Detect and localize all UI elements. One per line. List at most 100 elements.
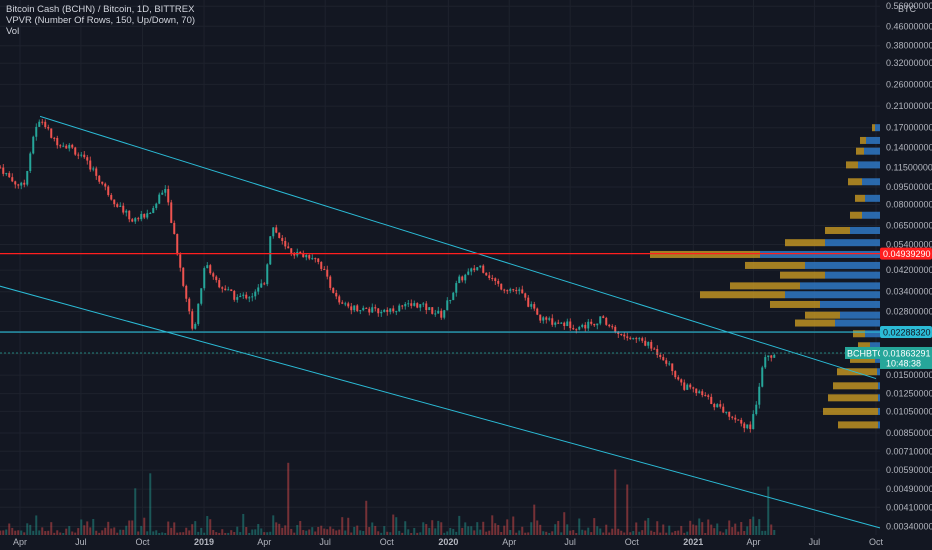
volume-bar: [212, 530, 215, 535]
candle-body: [770, 355, 773, 358]
volume-bar: [47, 530, 50, 535]
volume-bar: [416, 532, 419, 535]
volume-bar: [599, 528, 602, 535]
time-axis[interactable]: Apr Jul Oct 2019 Apr Jul Oct 2020 Apr Jul Oct 2021 A…: [13, 537, 884, 547]
price-badges: 0.04939290 0.02288320 BCHBTC0.0186329110:4…: [845, 247, 932, 369]
volume-bar: [179, 532, 182, 535]
vp-down-bar: [745, 261, 805, 269]
volume-bar: [464, 522, 467, 535]
candle-body: [77, 154, 80, 156]
candle-body: [656, 348, 659, 355]
candle-body: [323, 268, 326, 270]
indicator-vpvr[interactable]: VPVR (Number Of Rows, 150, Up/Down, 70): [6, 15, 196, 26]
volume-bar: [44, 531, 47, 535]
volume-bar: [674, 530, 677, 535]
volume-bar: [452, 528, 455, 535]
candle-body: [158, 194, 161, 204]
x-tick-label: 2021: [683, 537, 703, 547]
indicator-volume[interactable]: Vol: [6, 26, 20, 37]
volume-bar: [239, 532, 242, 535]
candle-body: [167, 189, 170, 203]
candle-body: [194, 323, 197, 329]
candle-body: [224, 288, 227, 291]
candle-body: [362, 307, 365, 311]
volume-bar: [68, 526, 71, 535]
volume-bar: [257, 524, 260, 535]
vp-up-bar: [865, 330, 880, 338]
vp-down-bar: [850, 355, 875, 363]
volume-bar: [476, 522, 479, 535]
volume-bar: [389, 532, 392, 535]
candle-body: [155, 203, 158, 209]
vp-down-bar: [833, 382, 878, 390]
vp-up-bar: [865, 194, 880, 202]
candle-body: [476, 267, 479, 271]
candle-body: [584, 324, 587, 329]
candle-body: [617, 331, 620, 334]
vp-down-bar: [770, 300, 820, 308]
volume-bar: [488, 530, 491, 535]
candle-body: [536, 308, 539, 315]
vp-up-bar: [875, 124, 880, 132]
volume-bar: [17, 530, 20, 535]
volume-bar: [74, 532, 77, 535]
volume-bar: [515, 532, 518, 535]
volume-bar: [521, 526, 524, 535]
volume-bar: [0, 530, 2, 535]
volume-bar: [662, 524, 665, 535]
vp-up-bar: [760, 250, 880, 258]
candle-body: [242, 294, 245, 296]
volume-bar: [191, 524, 194, 535]
volume-bar: [722, 532, 725, 535]
vp-up-bar: [878, 421, 880, 429]
x-tick-label: 2020: [438, 537, 458, 547]
symbol-title[interactable]: Bitcoin Cash (BCHN) / Bitcoin, 1D, BITTR…: [6, 4, 195, 15]
candle-body: [350, 306, 353, 311]
volume-bar: [419, 532, 422, 535]
candle-body: [605, 317, 608, 325]
candle-body: [266, 264, 269, 285]
x-tick-label: Oct: [869, 537, 884, 547]
y-tick-label: 0.00590000: [886, 465, 932, 475]
candle-body: [380, 311, 383, 314]
volume-bar: [392, 514, 395, 535]
candle-body: [314, 258, 317, 260]
volume-bar: [233, 531, 236, 535]
x-tick-label: Apr: [257, 537, 271, 547]
volume-bar: [356, 525, 359, 535]
volume-bar: [77, 528, 80, 535]
trendline-lower-channel[interactable]: [0, 275, 886, 530]
volume-bar: [641, 530, 644, 535]
volume-bar: [560, 532, 563, 535]
candle-body: [374, 307, 377, 309]
volume-bar: [638, 531, 641, 535]
volume-bar: [446, 531, 449, 535]
candle-body: [260, 283, 263, 288]
volume-bar: [578, 518, 581, 535]
candle-body: [635, 338, 638, 340]
volume-bar: [752, 516, 755, 535]
volume-bar: [41, 527, 44, 535]
price-badge-support: [880, 326, 932, 339]
drawn-lines[interactable]: [0, 115, 886, 530]
candle-body: [641, 338, 644, 341]
volume-bar: [110, 528, 113, 535]
candle-body: [527, 297, 530, 307]
candle-body: [134, 218, 137, 222]
candle-body: [104, 183, 107, 187]
price-axis[interactable]: 0.56000000 0.46000000 0.38000000 0.32000000…: [886, 1, 932, 531]
y-tick-label: 0.08000000: [886, 200, 932, 210]
candle-body: [164, 189, 167, 193]
candle-body: [17, 184, 20, 186]
volume-bar: [587, 527, 590, 535]
candle-body: [554, 322, 557, 325]
volume-bar: [413, 528, 416, 535]
vp-up-bar: [805, 261, 880, 269]
candle-body: [728, 411, 731, 417]
trendline-upper-channel[interactable]: [39, 115, 877, 380]
volume-bar: [470, 526, 473, 535]
volume-bar: [347, 517, 350, 535]
candle-body: [122, 205, 125, 213]
x-tick-label: Oct: [380, 537, 395, 547]
